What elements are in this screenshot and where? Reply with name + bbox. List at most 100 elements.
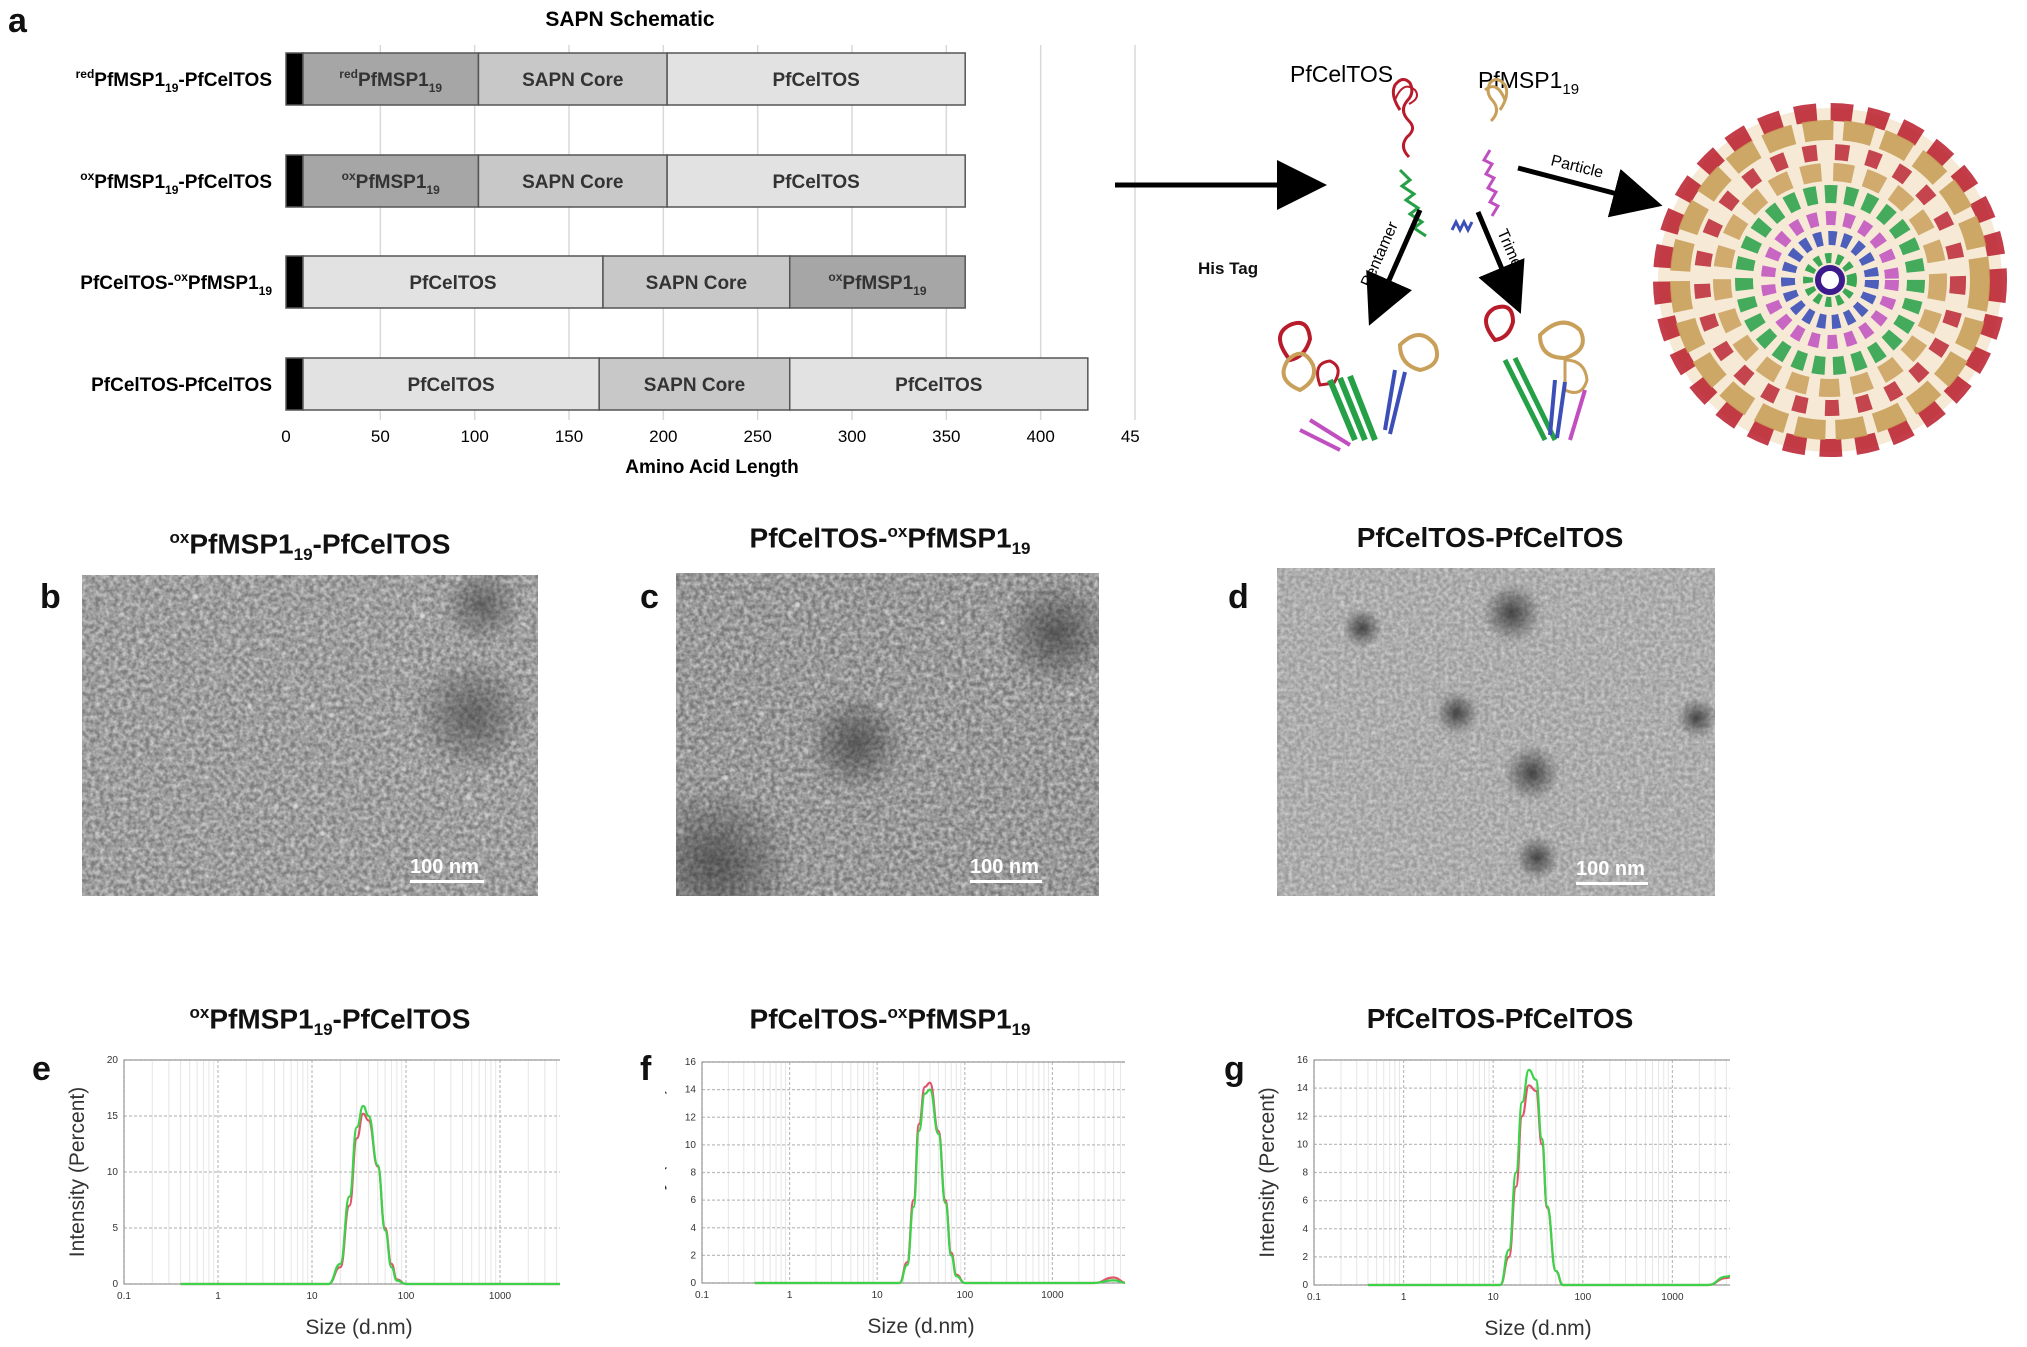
y-tick-label: 8 (690, 1168, 696, 1179)
y-tick-label: 4 (1302, 1224, 1308, 1235)
segment-label: PfCelTOS (407, 375, 494, 396)
panel-letter-d: d (1228, 578, 1249, 616)
nanoparticle-structure (1653, 103, 2007, 457)
segment-celtos (302, 255, 604, 309)
x-tick-label: 1 (215, 1291, 221, 1302)
panel-letter-b: b (40, 578, 61, 616)
segment-label: redPfMSP119 (339, 67, 442, 95)
x-tick-label: 1 (1401, 1292, 1407, 1303)
x-tick-label: 1000 (1661, 1292, 1684, 1303)
series-line-1 (754, 1088, 1125, 1285)
y-tick-label: 12 (1297, 1111, 1309, 1122)
schematic-row-labels: redPfMSP119-PfCelTOS oxPfMSP119-PfCelTOS P… (76, 67, 273, 396)
y-tick-label: 5 (112, 1223, 118, 1234)
x-tick-label: 100 (1574, 1292, 1591, 1303)
schematic-x-tick: 450 (1121, 427, 1140, 446)
segment-label: oxPfMSP119 (342, 169, 440, 197)
segment-label: SAPN Core (522, 70, 623, 91)
y-tick-label: 6 (690, 1195, 696, 1206)
x-axis-label: Size (d.nm) (867, 1315, 974, 1338)
plot-frame (1313, 1059, 1730, 1286)
pfceltos-structure-label: PfCelTOS (1290, 61, 1393, 87)
scale-bar-b (410, 880, 484, 883)
plot-frame (701, 1061, 1125, 1284)
trimer-structure (1484, 304, 1589, 442)
segment-celtos (302, 357, 600, 411)
y-tick-label: 14 (1297, 1083, 1309, 1094)
y-tick-label: 0 (690, 1278, 696, 1289)
segment-celtos (666, 154, 966, 208)
tem-micrograph-d (1277, 568, 1715, 896)
schematic-x-axis-label: Amino Acid Length (625, 457, 798, 478)
schematic-bars: redPfMSP119 SAPN Core PfCelTOS oxPfMSP119 SA… (285, 52, 1089, 411)
y-tick-label: 0 (1302, 1280, 1308, 1291)
segment-his (285, 52, 304, 106)
scale-bar-label-b: 100 nm (410, 856, 479, 878)
tem-micrograph-c (676, 573, 1099, 896)
scale-bar-d (1576, 882, 1648, 885)
monomer-structure (1391, 78, 1509, 238)
schematic-x-tick: 200 (649, 427, 677, 446)
segment-core (598, 357, 791, 411)
y-tick-label: 14 (685, 1085, 697, 1096)
x-tick-label: 0.1 (117, 1291, 131, 1302)
segment-label: PfCelTOS (773, 70, 860, 91)
x-tick-label: 100 (956, 1290, 973, 1301)
particle-arrow (1517, 165, 1663, 218)
schematic-x-ticks: 0 50 100 150 200 250 300 350 400 450 (281, 427, 1140, 446)
series-line-0 (1367, 1084, 1730, 1287)
construct-label: oxPfMSP119-PfCelTOS (80, 169, 272, 197)
segment-core (477, 52, 668, 106)
segment-celtos (788, 357, 1089, 411)
pentamer-structure (1278, 320, 1440, 452)
panel-letter-c: c (640, 578, 659, 616)
sapn-schematic-chart: SAPN Schematic redPfMSP119 SAPN Core PfCel… (76, 8, 1140, 478)
dls-chart-f: 0.11101001000100000246810121416Size (d.n… (665, 1057, 1125, 1338)
dls-chart-g: 0.11101001000100000246810121416Size (d.n… (1256, 1055, 1730, 1340)
x-tick-label: 10 (872, 1290, 884, 1301)
x-tick-label: 1000 (1041, 1290, 1064, 1301)
y-tick-label: 12 (685, 1112, 697, 1123)
y-tick-label: 4 (690, 1223, 696, 1234)
schematic-title: SAPN Schematic (545, 8, 715, 31)
segment-label: SAPN Core (646, 273, 747, 294)
dls-title-e: oxPfMSP119-PfCelTOS (189, 1003, 471, 1039)
schematic-x-tick: 0 (281, 427, 290, 446)
y-tick-label: 2 (690, 1250, 696, 1261)
segment-his (285, 255, 304, 309)
tem-title-c: PfCelTOS-oxPfMSP119 (749, 522, 1031, 558)
panel-letter-f: f (640, 1050, 652, 1088)
segment-label: PfCelTOS (409, 273, 496, 294)
schematic-x-tick: 300 (838, 427, 866, 446)
pentamer-label: Pentamer (1358, 219, 1402, 290)
x-tick-label: 10 (1488, 1292, 1500, 1303)
y-axis-label: Intensity (Percent) (66, 1087, 89, 1257)
construct-label: PfCelTOS-PfCelTOS (91, 375, 272, 396)
segment-label: SAPN Core (522, 172, 623, 193)
x-tick-label: 10 (306, 1291, 318, 1302)
dls-title-g: PfCelTOS-PfCelTOS (1366, 1003, 1634, 1034)
y-tick-label: 10 (107, 1167, 119, 1178)
construct-label: PfCelTOS-oxPfMSP119 (80, 270, 272, 298)
schematic-x-tick: 150 (555, 427, 583, 446)
x-tick-label: 100 (398, 1291, 415, 1302)
schematic-x-tick: 350 (932, 427, 960, 446)
segment-label: PfCelTOS (895, 375, 982, 396)
scale-bar-label-d: 100 nm (1576, 858, 1645, 880)
scale-bar-c (970, 880, 1042, 883)
tem-image-b (82, 575, 538, 896)
schematic-x-tick: 50 (371, 427, 390, 446)
series-line-0 (754, 1081, 1125, 1285)
y-tick-label: 16 (1297, 1055, 1309, 1066)
tem-micrograph-b (82, 575, 538, 896)
trimer-label: Trimer (1493, 227, 1527, 276)
panel-letter-g: g (1224, 1050, 1245, 1088)
y-tick-label: 20 (107, 1055, 119, 1066)
segment-celtos (666, 52, 966, 106)
construct-label: redPfMSP119-PfCelTOS (76, 67, 272, 95)
tem-image-d (1277, 568, 1715, 896)
x-tick-label: 0.1 (695, 1290, 709, 1301)
dls-title-f: PfCelTOS-oxPfMSP119 (749, 1003, 1031, 1039)
y-tick-label: 15 (107, 1111, 119, 1122)
schematic-x-tick: 100 (460, 427, 488, 446)
